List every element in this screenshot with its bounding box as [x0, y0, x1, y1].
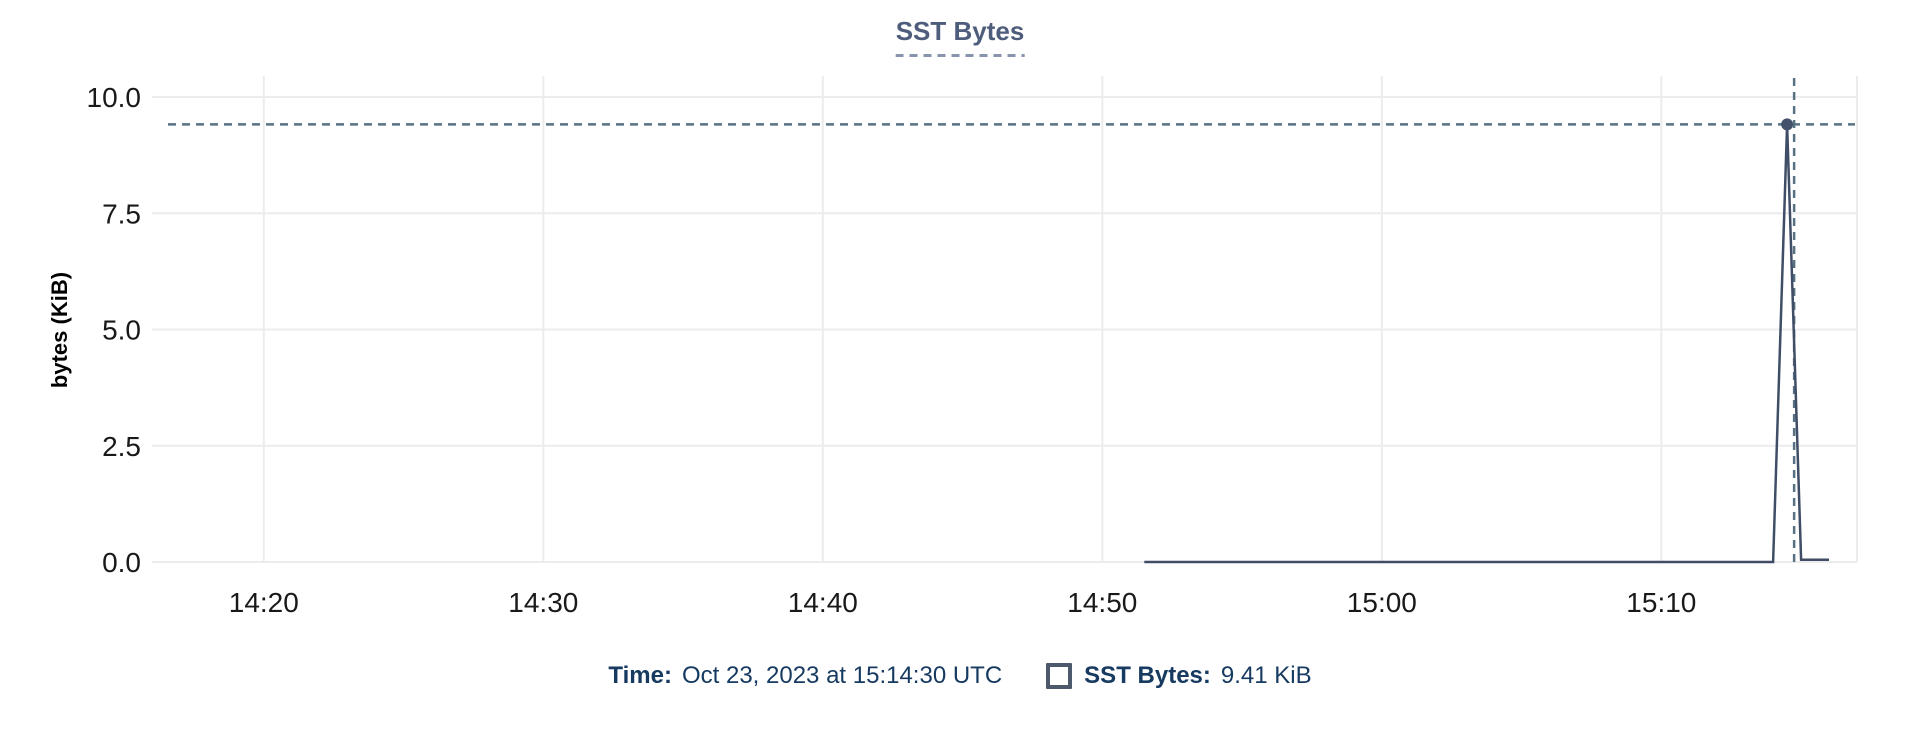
x-tick-label: 15:10 [1626, 587, 1696, 618]
hovered-point-marker[interactable] [1781, 118, 1794, 131]
x-tick-label: 15:00 [1347, 587, 1417, 618]
tooltip-time-label: Time: [608, 662, 672, 689]
hover-tooltip-row: Time: Oct 23, 2023 at 15:14:30 UTC SST B… [0, 662, 1920, 690]
y-tick-label: 7.5 [102, 198, 141, 229]
x-tick-label: 14:30 [508, 587, 578, 618]
x-tick-label: 14:20 [229, 587, 299, 618]
tooltip-series-label: SST Bytes: [1084, 662, 1211, 689]
y-tick-label: 10.0 [87, 82, 142, 113]
y-tick-label: 0.0 [102, 547, 141, 578]
tooltip-time-group: Time: Oct 23, 2023 at 15:14:30 UTC [608, 662, 1002, 690]
series-legend-swatch-icon [1046, 663, 1073, 689]
tooltip-series-value: 9.41 KiB [1220, 662, 1312, 689]
y-tick-label: 2.5 [102, 431, 141, 462]
tooltip-time-value: Oct 23, 2023 at 15:14:30 UTC [681, 662, 1003, 689]
x-tick-label: 14:50 [1067, 587, 1137, 618]
chart-title: SST Bytes [895, 16, 1024, 57]
sst-bytes-chart[interactable]: 0.0 2.5 5.0 7.5 10.0 14:20 14:30 14:40 14:50 15:0… [0, 0, 1920, 640]
y-tick-label: 5.0 [102, 315, 141, 346]
x-tick-label: 14:40 [788, 587, 858, 618]
series-line [1144, 124, 1829, 564]
tooltip-series-group: SST Bytes: 9.41 KiB [1046, 662, 1312, 690]
